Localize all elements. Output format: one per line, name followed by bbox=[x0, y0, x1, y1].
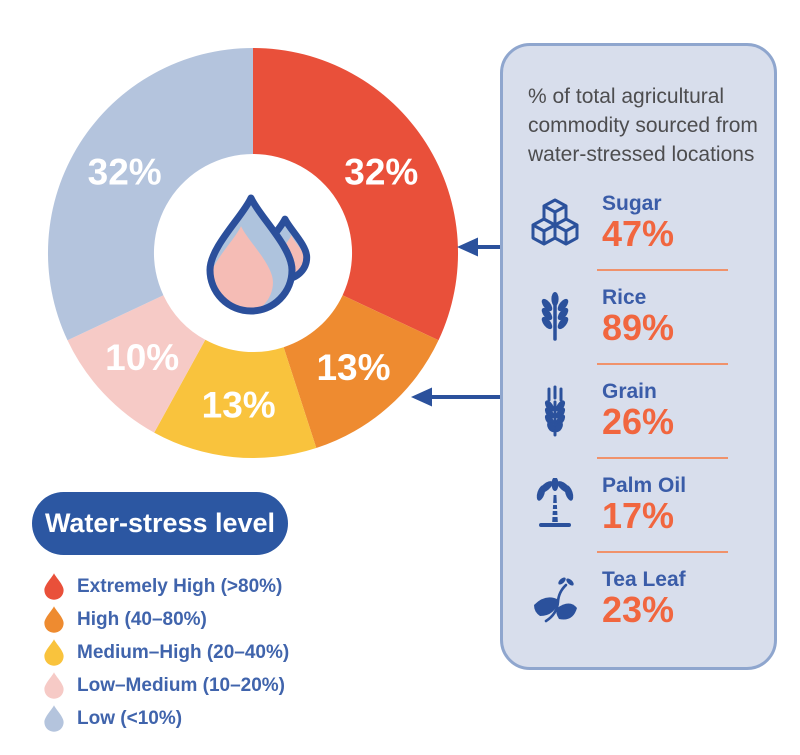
legend-item-label: Low–Medium (10–20%) bbox=[77, 674, 285, 696]
commodity-value: 23% bbox=[602, 589, 675, 630]
commodity-name: Palm Oil bbox=[602, 474, 687, 497]
commodity-item-rice: Rice 89% bbox=[528, 287, 758, 347]
water-drops-icon bbox=[206, 194, 311, 315]
legend-item-label: Low (<10%) bbox=[77, 707, 183, 729]
donut-segment-value: 32% bbox=[88, 152, 162, 193]
palm-oil-icon bbox=[536, 478, 574, 527]
commodity-item-sugar: Sugar 47% bbox=[528, 193, 758, 253]
commodity-value: 17% bbox=[602, 495, 675, 536]
droplet-icon bbox=[44, 672, 64, 699]
water-stress-level-badge: Water-stress level bbox=[32, 492, 288, 555]
panel-heading: % of total agricultural commodity source… bbox=[528, 85, 758, 166]
tea-leaf-icon bbox=[534, 577, 577, 623]
commodity-name: Sugar bbox=[602, 192, 662, 215]
commodity-value: 47% bbox=[602, 213, 675, 254]
legend-item: Extremely High (>80%) bbox=[44, 570, 289, 603]
rice-icon bbox=[541, 292, 569, 341]
legend-item-label: Extremely High (>80%) bbox=[77, 575, 283, 597]
water-stress-legend: Extremely High (>80%) High (40–80%) Medi… bbox=[44, 570, 289, 735]
legend-item: High (40–80%) bbox=[44, 603, 289, 636]
sugar-cubes-icon bbox=[531, 198, 579, 246]
legend-item: Medium–High (20–40%) bbox=[44, 636, 289, 669]
separator bbox=[597, 269, 728, 271]
grain-icon bbox=[544, 385, 566, 437]
droplet-icon bbox=[44, 573, 64, 600]
donut-segment-3 bbox=[154, 339, 317, 459]
donut-segment-value: 13% bbox=[316, 347, 390, 388]
legend-item-label: Medium–High (20–40%) bbox=[77, 641, 290, 663]
commodity-value: 89% bbox=[602, 307, 675, 348]
commodity-item-tea-leaf: Tea Leaf 23% bbox=[528, 569, 758, 629]
droplet-icon bbox=[44, 606, 64, 633]
donut-labels: 32% 13% 13% 10% 32% bbox=[88, 152, 419, 426]
donut-chart: 32% 13% 13% 10% 32% bbox=[47, 48, 459, 459]
commodity-panel: % of total agricultural commodity source… bbox=[500, 43, 777, 670]
legend-item: Low (<10%) bbox=[44, 702, 289, 735]
donut-segment-5 bbox=[47, 48, 253, 341]
droplet-icon bbox=[44, 639, 64, 666]
donut-segment-value: 10% bbox=[105, 337, 179, 378]
commodity-item-grain: Grain 26% bbox=[528, 381, 758, 441]
commodity-name: Tea Leaf bbox=[602, 568, 686, 591]
donut-segment-value: 32% bbox=[344, 152, 418, 193]
droplet-icon bbox=[44, 705, 64, 732]
commodity-list: Sugar 47% Rice 89% bbox=[528, 193, 758, 629]
commodity-name: Grain bbox=[602, 380, 657, 403]
legend-item-label: High (40–80%) bbox=[77, 608, 207, 630]
separator bbox=[597, 363, 728, 365]
legend-item: Low–Medium (10–20%) bbox=[44, 669, 289, 702]
donut-segments bbox=[47, 48, 459, 459]
donut-segment-value: 13% bbox=[202, 384, 276, 425]
donut-segment-1 bbox=[253, 48, 459, 341]
donut-segment-2 bbox=[283, 295, 439, 448]
separator bbox=[597, 457, 728, 459]
separator bbox=[597, 551, 728, 553]
commodity-name: Rice bbox=[602, 286, 647, 309]
water-stress-level-title: Water-stress level bbox=[44, 508, 276, 538]
commodity-item-palm-oil: Palm Oil 17% bbox=[528, 475, 758, 535]
commodity-value: 26% bbox=[602, 401, 675, 442]
donut-segment-4 bbox=[67, 295, 206, 433]
